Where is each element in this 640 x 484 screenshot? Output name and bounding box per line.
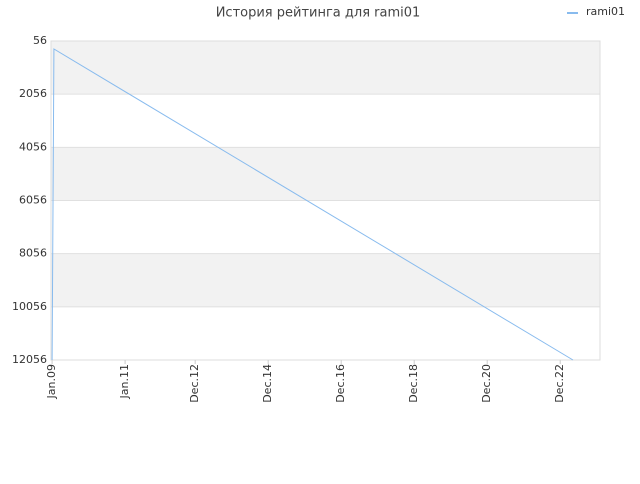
- grid-band: [51, 306, 600, 360]
- y-tick-label: 8056: [19, 247, 47, 260]
- x-tick-label: Dec.18: [407, 364, 420, 403]
- x-tick-label: Dec.22: [553, 364, 566, 403]
- y-tick-label: 56: [33, 34, 47, 47]
- x-tick-label: Jan.11: [118, 364, 131, 399]
- x-tick-label: Jan.09: [45, 364, 58, 399]
- legend-label: rami01: [586, 5, 625, 18]
- y-tick-label: 6056: [19, 194, 47, 207]
- x-tick-label: Dec.16: [334, 364, 347, 403]
- y-tick-label: 12056: [12, 353, 47, 366]
- y-tick-label: 4056: [19, 140, 47, 153]
- grid-band: [51, 147, 600, 201]
- series-line: [51, 48, 574, 361]
- grid-band: [51, 253, 600, 307]
- legend-item: rami01: [567, 5, 625, 18]
- x-tick-label: Dec.12: [188, 364, 201, 403]
- grid-band: [51, 94, 600, 148]
- grid-band: [51, 41, 600, 95]
- x-tick-label: Dec.14: [261, 364, 274, 403]
- y-tick-label: 10056: [12, 300, 47, 313]
- chart-title: История рейтинга для rami01: [216, 6, 421, 21]
- x-tick-label: Dec.20: [480, 364, 493, 403]
- plot-border: [50, 40, 601, 361]
- y-tick-label: 2056: [19, 87, 47, 100]
- grid-band: [51, 200, 600, 254]
